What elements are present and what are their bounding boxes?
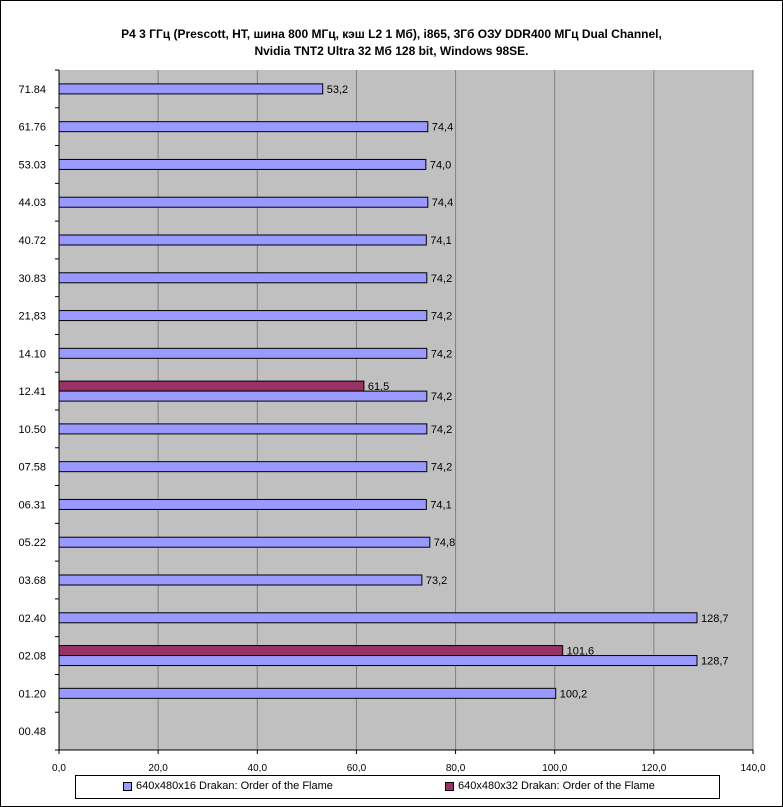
- chart-title-line-2: Nvidia TNT2 Ultra 32 Мб 128 bit, Windows…: [254, 44, 529, 58]
- chart-title-line-1: P4 3 ГГц (Prescott, HT, шина 800 МГц, кэ…: [121, 27, 662, 41]
- x-tick-label: 100,0: [542, 763, 567, 774]
- data-label: 101,6: [567, 646, 595, 658]
- bar-series-1: [58, 121, 429, 133]
- x-tick-label: 120,0: [641, 763, 666, 774]
- chart-title: P4 3 ГГц (Prescott, HT, шина 800 МГц, кэ…: [0, 26, 783, 60]
- legend-item-series-1: 640x480x16 Drakan: Order of the Flame: [123, 780, 333, 792]
- category-label: 02.08: [18, 651, 46, 663]
- category-label: 14.10: [18, 348, 46, 360]
- x-tick-label: 20,0: [148, 763, 168, 774]
- category-label: 30.83: [18, 273, 46, 285]
- bar-series-1: [58, 423, 428, 435]
- x-tick-label: 40,0: [248, 763, 268, 774]
- data-label: 74,2: [431, 391, 452, 403]
- category-label: 71.84: [18, 84, 46, 96]
- x-tick-label: 0,0: [52, 763, 66, 774]
- data-label: 74,2: [431, 462, 452, 474]
- bar-series-1: [58, 536, 431, 548]
- bar-series-1: [58, 347, 428, 359]
- bar-series-1: [58, 390, 428, 402]
- data-label: 74,4: [432, 197, 453, 209]
- category-label: 21,83: [18, 311, 46, 323]
- data-label: 61,5: [368, 381, 389, 393]
- plot-area: [59, 70, 753, 750]
- bar-series-1: [58, 498, 427, 510]
- data-label: 74,1: [430, 235, 451, 247]
- category-label: 06.31: [18, 499, 46, 511]
- category-label: 44.03: [18, 197, 46, 209]
- data-label: 74,2: [431, 424, 452, 436]
- category-label: 02.40: [18, 613, 46, 625]
- legend-swatch-series-2: [445, 781, 454, 791]
- legend-item-series-2: 640x480x32 Drakan: Order of the Flame: [445, 780, 655, 792]
- bar-series-1: [58, 83, 324, 95]
- bar-series-1: [58, 612, 698, 624]
- category-label: 03.68: [18, 575, 46, 587]
- legend-swatch-series-1: [123, 781, 132, 791]
- legend-label-series-2: 640x480x32 Drakan: Order of the Flame: [458, 780, 655, 792]
- data-label: 100,2: [560, 688, 588, 700]
- bar-series-1: [58, 461, 428, 473]
- category-label: 10.50: [18, 424, 46, 436]
- x-tick-label: 60,0: [347, 763, 367, 774]
- data-label: 73,2: [426, 575, 447, 587]
- category-label: 01.20: [18, 688, 46, 700]
- x-tick-label: 80,0: [446, 763, 466, 774]
- data-label: 74,2: [431, 311, 452, 323]
- data-label: 74,4: [432, 122, 453, 134]
- data-label: 74,2: [431, 348, 452, 360]
- bar-series-1: [58, 310, 428, 322]
- data-label: 74,0: [430, 159, 451, 171]
- x-tick-label: 140,0: [740, 763, 765, 774]
- bar-series-1: [58, 234, 427, 246]
- category-label: 53.03: [18, 159, 46, 171]
- data-label: 74,8: [434, 537, 455, 549]
- data-label: 74,2: [431, 273, 452, 285]
- category-label: 40.72: [18, 235, 46, 247]
- bar-series-1: [58, 196, 429, 208]
- bar-series-1: [58, 574, 423, 586]
- category-label: 61.76: [18, 122, 46, 134]
- data-label: 74,1: [430, 499, 451, 511]
- bar-series-2: [58, 380, 365, 392]
- category-label: 07.58: [18, 462, 46, 474]
- bar-series-1: [58, 158, 427, 170]
- data-label: 128,7: [701, 656, 729, 668]
- category-label: 12.41: [18, 386, 46, 398]
- legend-label-series-1: 640x480x16 Drakan: Order of the Flame: [136, 780, 333, 792]
- bar-series-1: [58, 272, 428, 284]
- bar-series-1: [58, 655, 698, 667]
- bar-series-1: [58, 687, 557, 699]
- category-label: 00.48: [18, 726, 46, 738]
- bar-series-2: [58, 645, 564, 657]
- legend: 640x480x16 Drakan: Order of the Flame 64…: [75, 775, 720, 799]
- data-label: 128,7: [701, 613, 729, 625]
- data-label: 53,2: [327, 84, 348, 96]
- category-label: 05.22: [18, 537, 46, 549]
